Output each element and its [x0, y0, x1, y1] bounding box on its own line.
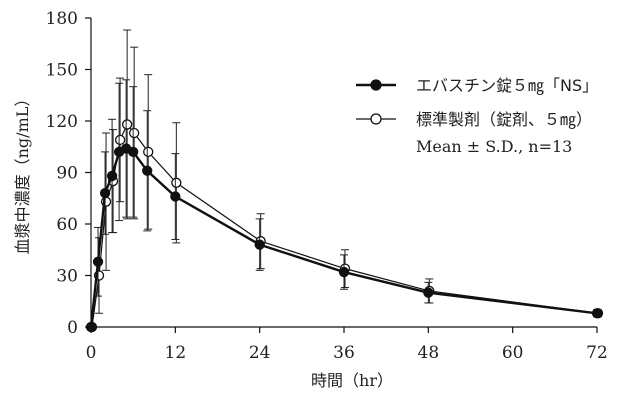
series-1 — [85, 79, 603, 333]
x-tick-labels: 0 12 24 36 48 60 72 — [86, 343, 608, 363]
data-point — [171, 177, 182, 188]
data-point — [142, 165, 153, 176]
data-point — [143, 146, 154, 158]
data-point — [591, 308, 603, 319]
legend-marker-series-2 — [370, 113, 382, 125]
data-point — [170, 191, 181, 202]
y-tick-label: 60 — [56, 215, 78, 235]
x-tick-label: 72 — [586, 343, 608, 363]
legend-marker-series-1 — [370, 79, 382, 91]
data-point — [92, 256, 104, 267]
x-tick-label: 12 — [165, 343, 187, 363]
data-point — [254, 239, 265, 250]
y-tick-labels: 0 30 60 90 120 150 180 — [46, 9, 78, 338]
x-tick-label: 60 — [502, 343, 524, 363]
series-line — [89, 147, 598, 328]
y-tick-label: 180 — [46, 9, 78, 29]
x-tick-label: 36 — [333, 343, 355, 363]
data-point — [114, 134, 126, 146]
y-tick-label: 30 — [56, 267, 78, 287]
data-point — [423, 287, 434, 298]
data-point — [129, 127, 140, 139]
legend-note: Mean ± S.D., n=13 — [416, 137, 572, 156]
data-point — [85, 321, 97, 333]
data-point — [128, 146, 139, 158]
axes — [85, 17, 598, 333]
legend-label-series-2: 標準製剤（錠剤、５㎎） — [416, 110, 592, 129]
y-axis-title: 血漿中濃度（ng/mL） — [13, 91, 32, 255]
x-tick-label: 48 — [418, 343, 440, 363]
data-point — [338, 266, 350, 278]
y-tick-label: 120 — [46, 112, 78, 132]
plot-area — [85, 29, 604, 333]
y-tick-label: 90 — [56, 164, 78, 184]
data-point — [121, 119, 133, 130]
legend: エバスチン錠５㎎「NS」 標準製剤（錠剤、５㎎） Mean ± S.D., n=… — [356, 76, 598, 156]
x-tick-label: 24 — [249, 343, 271, 363]
x-tick-label: 0 — [86, 343, 97, 363]
y-tick-label: 0 — [67, 318, 78, 338]
data-point — [99, 187, 111, 199]
data-point — [106, 170, 118, 182]
y-tick-label: 150 — [46, 61, 78, 81]
x-axis-title: 時間（hr） — [311, 371, 393, 390]
legend-label-series-1: エバスチン錠５㎎「NS」 — [416, 76, 598, 95]
